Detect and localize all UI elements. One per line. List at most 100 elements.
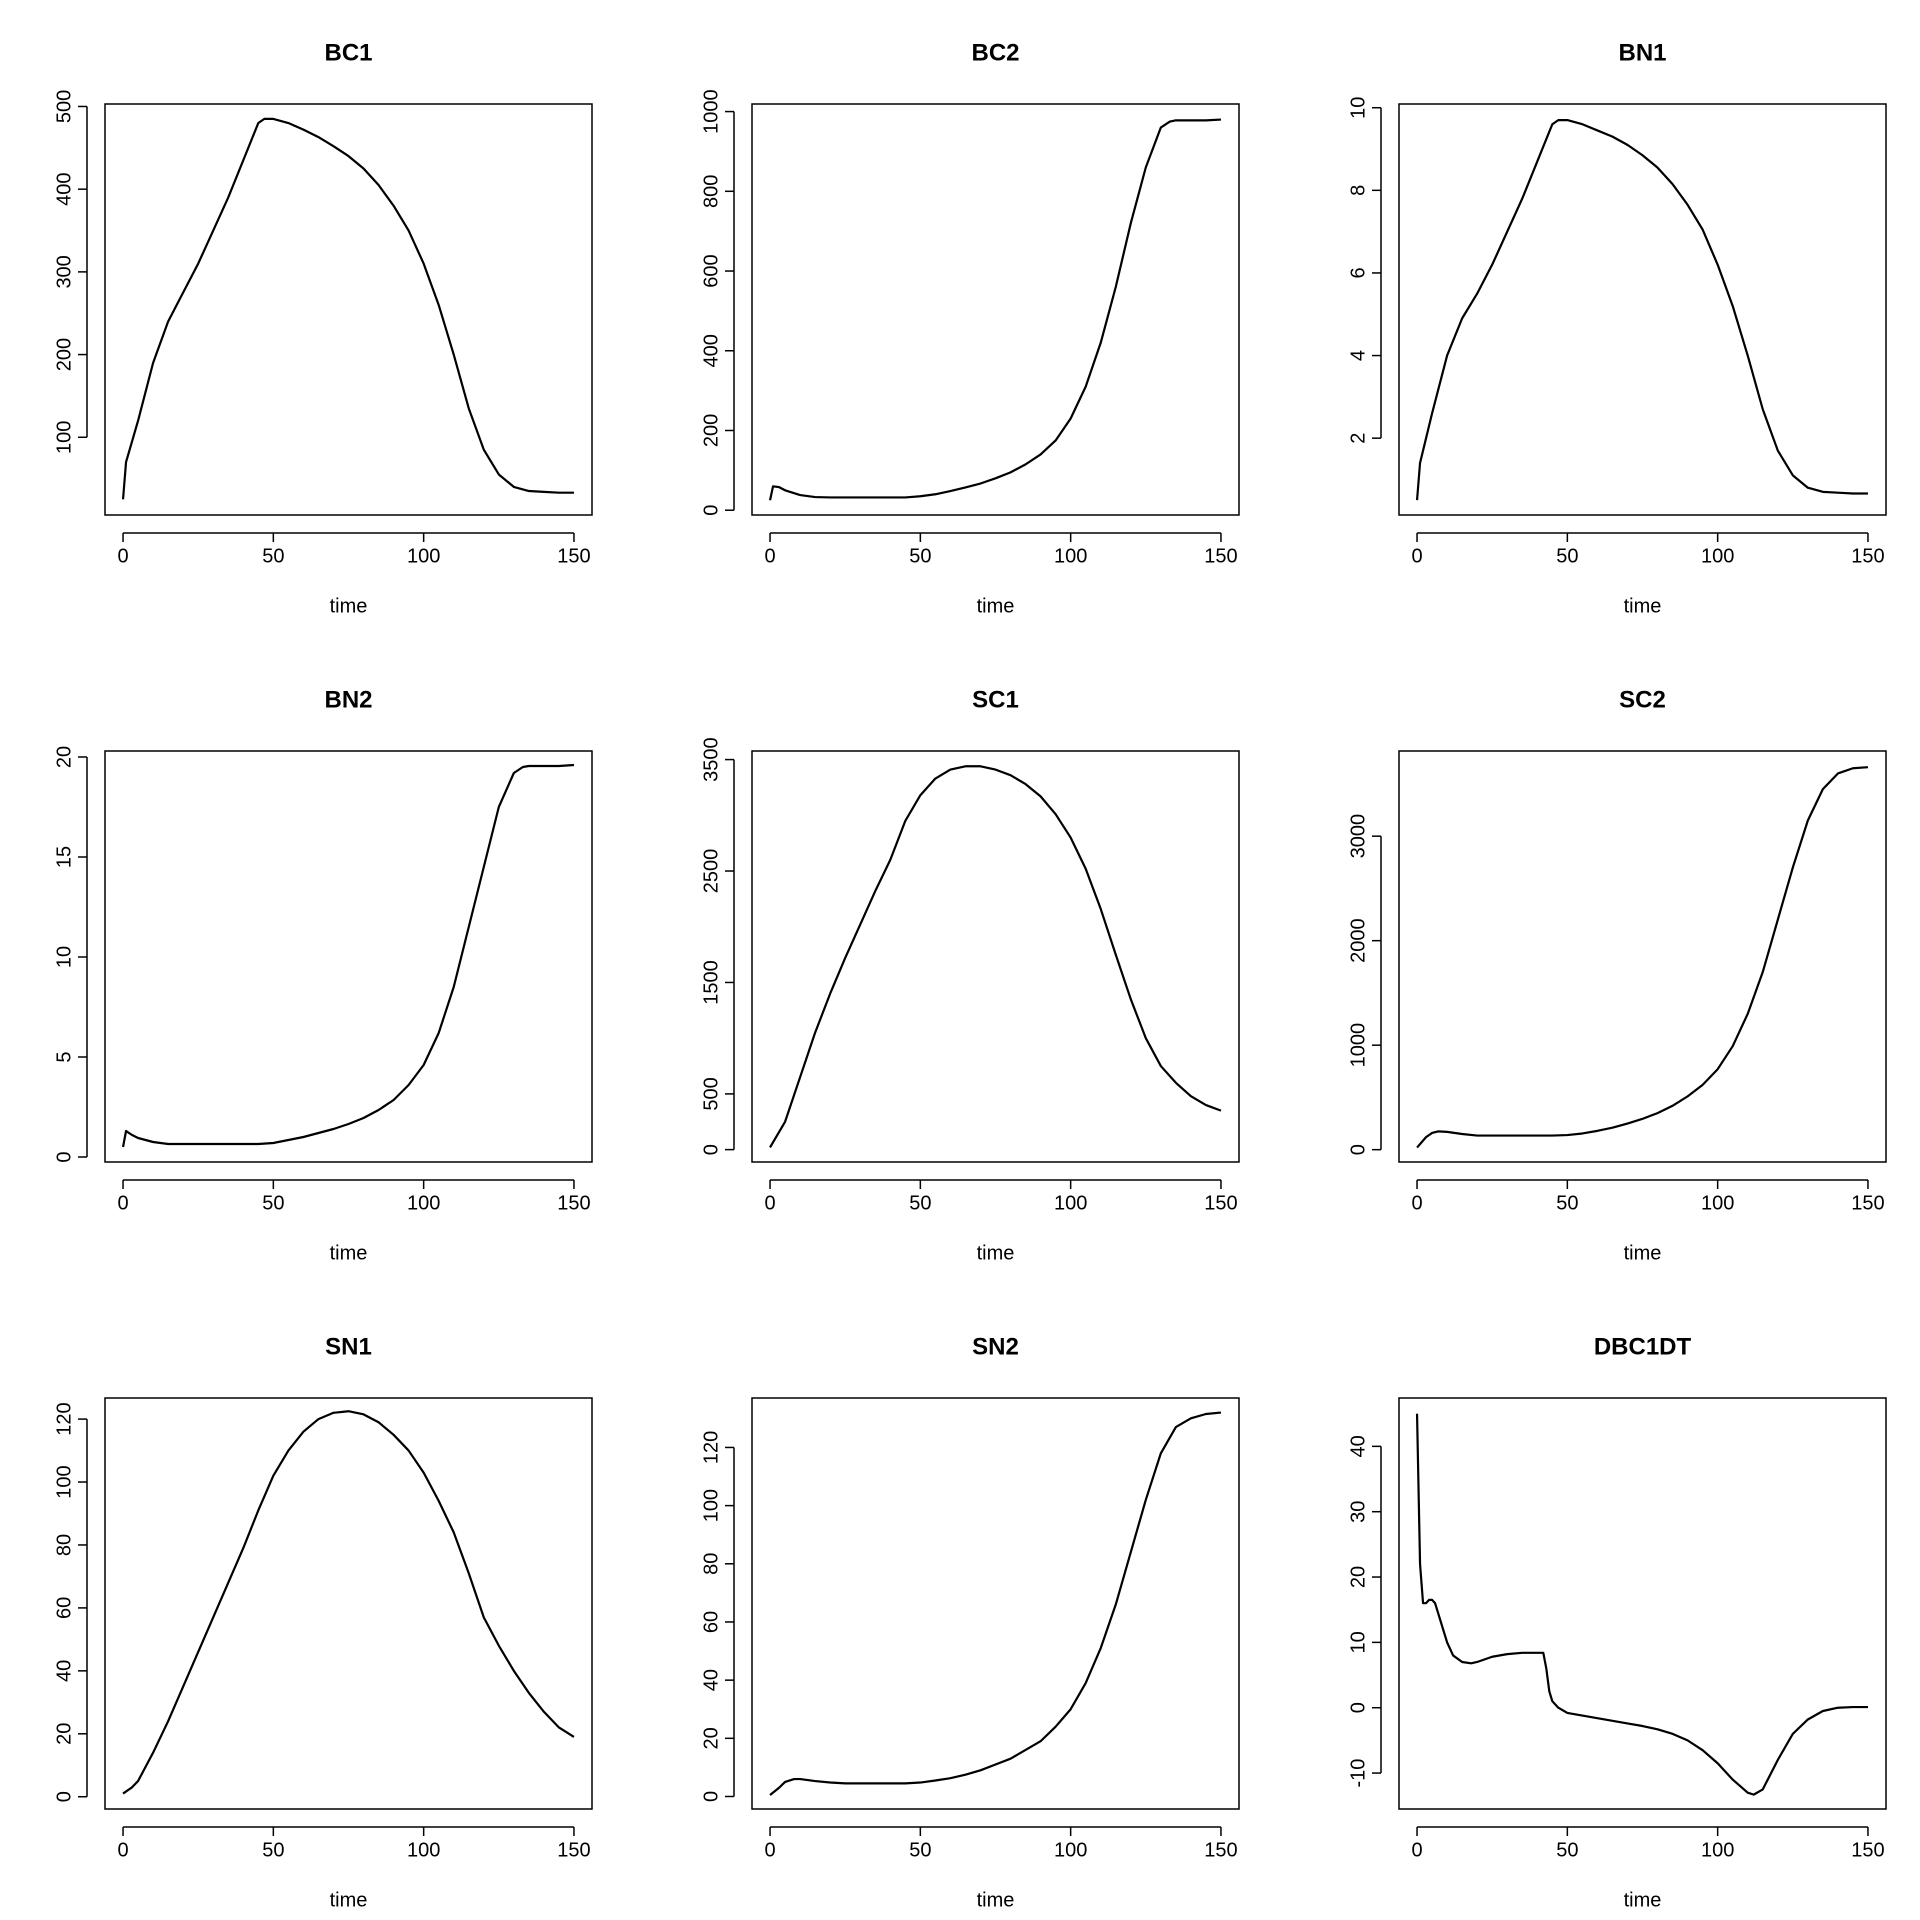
y-tick-label: 0 xyxy=(700,505,722,516)
y-tick-label: 2000 xyxy=(1347,918,1369,963)
x-tick-label: 100 xyxy=(1701,1192,1734,1214)
y-tick-label: 400 xyxy=(700,334,722,367)
x-tick-label: 150 xyxy=(1851,1192,1884,1214)
x-tick-label: 150 xyxy=(557,1192,590,1214)
x-tick-label: 150 xyxy=(557,1839,590,1861)
x-axis-label: time xyxy=(330,1242,368,1264)
y-tick-label: 600 xyxy=(700,254,722,287)
x-tick-label: 150 xyxy=(557,545,590,567)
x-tick-label: 100 xyxy=(1054,545,1087,567)
plot-box xyxy=(1398,1397,1887,1810)
x-tick-label: 100 xyxy=(407,1192,440,1214)
x-tick-label: 0 xyxy=(764,1839,775,1861)
plot-box xyxy=(1398,750,1887,1163)
y-tick-label: 20 xyxy=(1347,1566,1369,1588)
y-tick-label: 3000 xyxy=(1347,814,1369,859)
x-tick-label: 100 xyxy=(1701,545,1734,567)
x-tick-label: 150 xyxy=(1851,1839,1884,1861)
plot-box xyxy=(751,750,1240,1163)
x-tick-label: 0 xyxy=(117,1839,128,1861)
data-line xyxy=(121,117,574,500)
y-tick-label: 200 xyxy=(700,414,722,447)
y-tick-label: 0 xyxy=(53,1151,75,1162)
x-tick-label: 150 xyxy=(1204,545,1237,567)
y-tick-label: 40 xyxy=(700,1669,722,1691)
chart-title: DBC1DT xyxy=(1594,1333,1692,1360)
y-tick-label: 200 xyxy=(53,338,75,371)
y-tick-label: 800 xyxy=(700,175,722,208)
x-tick-label: 0 xyxy=(117,545,128,567)
chart-title: SN1 xyxy=(325,1333,372,1360)
y-tick-label: 60 xyxy=(700,1611,722,1633)
y-tick-label: 40 xyxy=(1347,1435,1369,1457)
y-tick-label: 1500 xyxy=(700,960,722,1005)
y-tick-label: 0 xyxy=(700,1791,722,1802)
y-tick-label: 20 xyxy=(53,1723,75,1745)
data-line xyxy=(1416,766,1869,1149)
y-tick-label: 0 xyxy=(1347,1702,1369,1713)
y-tick-label: 3500 xyxy=(700,737,722,782)
y-tick-label: 0 xyxy=(53,1791,75,1802)
x-tick-label: 150 xyxy=(1851,545,1884,567)
y-tick-label: 400 xyxy=(53,172,75,205)
data-line xyxy=(769,1411,1222,1796)
y-tick-label: 4 xyxy=(1347,350,1369,361)
x-axis-label: time xyxy=(977,1242,1015,1264)
x-tick-label: 50 xyxy=(909,1192,931,1214)
x-tick-label: 0 xyxy=(1411,545,1422,567)
data-line xyxy=(1415,119,1868,501)
y-tick-label: 1000 xyxy=(700,89,722,134)
y-tick-label: 60 xyxy=(53,1597,75,1619)
chart-title: BN1 xyxy=(1618,39,1666,66)
y-tick-label: 40 xyxy=(53,1660,75,1682)
x-tick-label: 0 xyxy=(764,545,775,567)
data-line xyxy=(768,118,1222,501)
y-tick-label: 5 xyxy=(53,1051,75,1062)
x-tick-label: 150 xyxy=(1204,1192,1237,1214)
x-tick-label: 50 xyxy=(262,1192,284,1214)
x-tick-label: 0 xyxy=(1411,1192,1422,1214)
y-tick-label: 1000 xyxy=(1347,1023,1369,1068)
y-tick-label: 100 xyxy=(700,1489,722,1522)
x-tick-label: 0 xyxy=(117,1192,128,1214)
y-tick-label: 2 xyxy=(1347,433,1369,444)
chart-title: SC1 xyxy=(972,686,1019,713)
plot-box xyxy=(1398,103,1887,516)
x-tick-label: 50 xyxy=(909,545,931,567)
y-tick-label: 8 xyxy=(1347,185,1369,196)
y-tick-label: 15 xyxy=(53,846,75,868)
x-axis-label: time xyxy=(977,1889,1015,1911)
y-tick-label: 20 xyxy=(700,1727,722,1749)
y-tick-label: 10 xyxy=(53,946,75,968)
x-tick-label: 50 xyxy=(909,1839,931,1861)
x-tick-label: 50 xyxy=(1556,1839,1578,1861)
data-line xyxy=(121,763,575,1148)
plot-box xyxy=(751,103,1240,516)
x-tick-label: 50 xyxy=(262,545,284,567)
chart-title: BN2 xyxy=(324,686,372,713)
x-axis-label: time xyxy=(1624,1242,1662,1264)
x-tick-label: 100 xyxy=(407,545,440,567)
x-axis-label: time xyxy=(330,595,368,617)
y-tick-label: 100 xyxy=(53,1465,75,1498)
y-tick-label: 500 xyxy=(53,90,75,123)
y-tick-label: 100 xyxy=(53,421,75,454)
y-tick-label: 6 xyxy=(1347,267,1369,278)
plot-box xyxy=(104,1397,593,1810)
y-tick-label: 80 xyxy=(700,1553,722,1575)
data-line xyxy=(1415,1413,1868,1796)
y-tick-label: 500 xyxy=(700,1077,722,1110)
plot-box xyxy=(751,1397,1240,1810)
x-axis-label: time xyxy=(1624,1889,1662,1911)
y-tick-label: 120 xyxy=(700,1431,722,1464)
y-tick-label: 300 xyxy=(53,255,75,288)
y-tick-label: 0 xyxy=(700,1144,722,1155)
x-tick-label: 50 xyxy=(262,1839,284,1861)
chart-title: SC2 xyxy=(1619,686,1666,713)
x-tick-label: 100 xyxy=(1054,1839,1087,1861)
x-tick-label: 50 xyxy=(1556,545,1578,567)
y-tick-label: 120 xyxy=(53,1402,75,1435)
y-tick-label: 80 xyxy=(53,1534,75,1556)
